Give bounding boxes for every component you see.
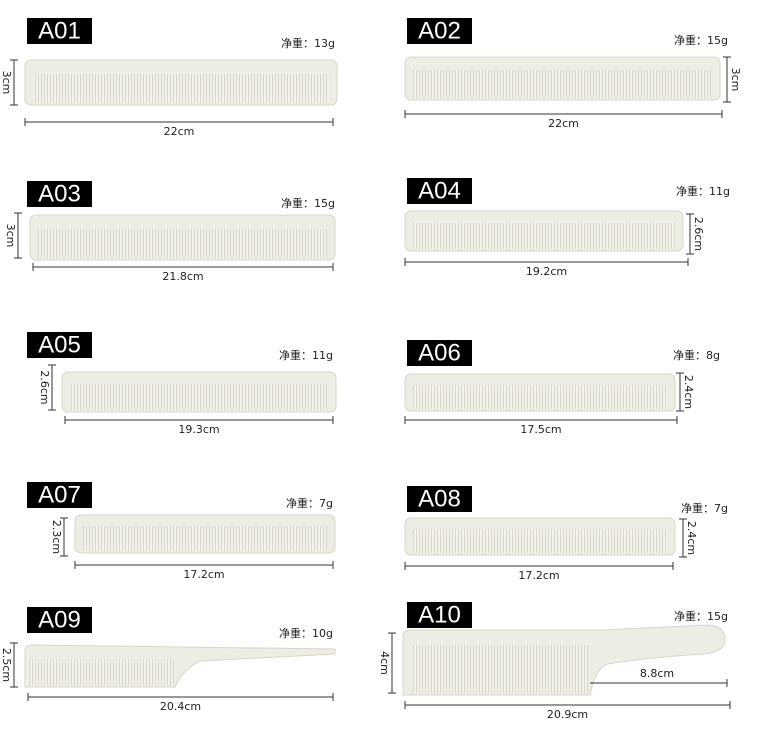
product-item: A09 净重：10g 2.5cm 20.4cm	[0, 606, 336, 713]
code-badge	[407, 340, 472, 366]
product-code: A09	[38, 606, 81, 633]
code-badge	[27, 332, 92, 358]
weight-label: 净重：10g	[279, 626, 333, 640]
product-item: A06 净重：8g 2.4cm 17.5cm	[404, 339, 720, 436]
comb-teeth	[83, 526, 327, 551]
product-item: A04 净重：11g 2.6cm 19.2cm	[404, 177, 730, 278]
code-badge	[27, 18, 92, 44]
comb-teeth	[413, 70, 712, 98]
height-label: 2.6cm	[38, 370, 51, 404]
code-badge	[27, 181, 92, 207]
length-label: 17.2cm	[518, 569, 559, 582]
weight-label: 净重：7g	[681, 501, 728, 515]
weight-label: 净重：13g	[281, 36, 335, 50]
comb-teeth	[38, 229, 327, 258]
length-label: 19.3cm	[178, 423, 219, 436]
height-label: 3cm	[729, 68, 742, 92]
product-item: A10 净重：15g 4cm 20.9cm 8.8cm	[378, 601, 731, 721]
code-badge	[27, 607, 92, 633]
product-item: A08 净重：7g 2.4cm 17.2cm	[404, 485, 728, 582]
weight-label: 净重：15g	[674, 33, 728, 47]
weight-label: 净重：8g	[673, 348, 720, 362]
comb-teeth	[413, 223, 675, 249]
product-item: A02 净重：15g 3cm 22cm	[404, 17, 742, 130]
product-code: A06	[418, 339, 461, 366]
length-label: 20.9cm	[547, 708, 588, 721]
height-label: 2.4cm	[685, 521, 698, 555]
height-label: 2.3cm	[50, 520, 63, 554]
length-label: 20.4cm	[160, 700, 201, 713]
comb-teeth	[70, 384, 328, 410]
comb-teeth	[33, 74, 329, 103]
weight-label: 净重：11g	[279, 348, 333, 362]
weight-label: 净重：15g	[674, 609, 728, 623]
code-badge	[407, 178, 472, 204]
comb-teeth	[413, 529, 667, 553]
height-label: 3cm	[0, 71, 13, 95]
code-badge	[407, 18, 472, 44]
product-item: A01 净重：13g 3cm 22cm	[0, 17, 338, 138]
length-label: 21.8cm	[162, 270, 203, 283]
code-badge	[407, 602, 472, 628]
length-label: 19.2cm	[526, 265, 567, 278]
comb-teeth	[27, 659, 175, 685]
height-label: 2.6cm	[692, 217, 705, 251]
length-label: 17.5cm	[520, 423, 561, 436]
weight-label: 净重：15g	[281, 196, 335, 210]
product-code: A04	[418, 177, 461, 204]
product-item: A03 净重：15g 3cm 21.8cm	[4, 180, 336, 283]
product-code: A05	[38, 331, 81, 358]
length-label: 22cm	[164, 125, 195, 138]
product-item: A07 净重：7g 2.3cm 17.2cm	[27, 481, 336, 581]
comb-teeth	[413, 645, 588, 693]
product-item: A05 净重：11g 2.6cm 19.3cm	[27, 331, 337, 436]
height-label: 3cm	[4, 224, 17, 248]
code-badge	[27, 482, 92, 508]
height-label: 2.5cm	[0, 648, 13, 682]
comb-teeth	[413, 385, 667, 409]
product-code: A02	[418, 17, 461, 44]
height-label: 2.4cm	[682, 375, 695, 409]
handle-label: 8.8cm	[640, 667, 674, 680]
product-code: A10	[418, 601, 461, 628]
code-badge	[407, 486, 472, 512]
height-label: 4cm	[378, 651, 391, 675]
weight-label: 净重：7g	[286, 496, 333, 510]
weight-label: 净重：11g	[676, 184, 730, 198]
product-code: A01	[38, 17, 81, 44]
length-label: 22cm	[548, 117, 579, 130]
product-code: A07	[38, 481, 81, 508]
length-label: 17.2cm	[183, 568, 224, 581]
product-code: A08	[418, 485, 461, 512]
product-code: A03	[38, 180, 81, 207]
